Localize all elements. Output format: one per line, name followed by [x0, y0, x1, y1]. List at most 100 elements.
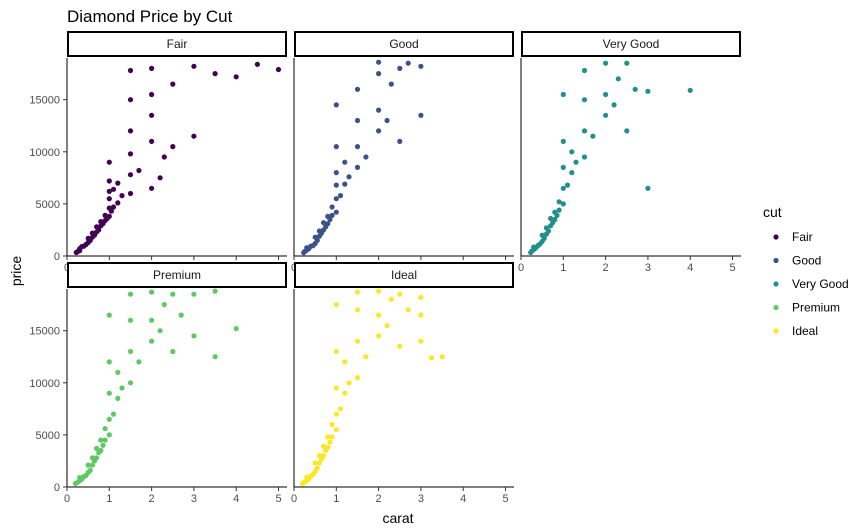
data-point [346, 174, 352, 180]
data-point [119, 193, 125, 199]
y-tick-label: 0 [54, 251, 60, 263]
data-point [106, 390, 112, 396]
data-point [115, 180, 121, 186]
data-point [397, 343, 403, 349]
data-point [161, 302, 167, 308]
data-point [560, 91, 566, 98]
x-tick-label: 5 [729, 262, 735, 274]
data-point [170, 348, 176, 355]
data-point [354, 144, 361, 150]
data-point [333, 196, 339, 202]
data-point [560, 138, 566, 144]
data-point [327, 216, 333, 223]
data-point [603, 60, 609, 66]
data-point [178, 312, 184, 318]
data-point [157, 175, 163, 181]
data-point [556, 207, 562, 213]
legend-key-good [773, 257, 779, 264]
y-tick-label: 10000 [29, 147, 60, 159]
data-point [376, 333, 382, 339]
data-point [687, 87, 693, 93]
data-point [581, 97, 588, 103]
points-ideal [299, 288, 445, 487]
strip-label-premium: Premium [153, 268, 201, 282]
data-point [157, 328, 163, 334]
data-point [329, 421, 335, 428]
data-point [354, 338, 361, 344]
data-point [418, 112, 424, 118]
data-point [333, 182, 339, 188]
legend-label-premium: Premium [792, 301, 840, 315]
data-point [329, 434, 335, 440]
data-point [254, 61, 260, 67]
legend-label-ideal: Ideal [792, 324, 818, 338]
data-point [333, 209, 339, 215]
points-fair [73, 61, 282, 256]
data-point [115, 200, 121, 206]
data-point [212, 288, 218, 294]
x-tick-label: 2 [376, 493, 382, 505]
data-point [376, 71, 382, 77]
data-point [115, 369, 121, 375]
data-point [342, 181, 348, 187]
data-point [354, 86, 361, 92]
data-point [333, 102, 339, 108]
data-point [560, 164, 566, 170]
panel-fair: Fair050001000015000012345 [29, 31, 287, 274]
x-axis-title: carat [382, 510, 413, 526]
data-point [376, 59, 382, 65]
data-point [100, 442, 106, 448]
x-tick-label: 3 [191, 493, 197, 505]
data-point [108, 208, 114, 214]
strip-very-good [521, 31, 741, 57]
data-point [624, 128, 630, 134]
data-point [645, 88, 651, 94]
legend-label-fair: Fair [792, 230, 813, 244]
data-point [428, 355, 435, 361]
data-point [354, 289, 361, 295]
panel-very-good: Very Good 0 1 2 3 4 5 [518, 31, 741, 274]
data-point [127, 348, 134, 355]
data-point [321, 220, 327, 226]
data-point [191, 63, 197, 69]
x-tick-label: 0 [64, 493, 70, 505]
panel-premium: Premium 0 5000 10000 15000 0 1 2 3 4 5 [29, 262, 287, 505]
data-point [645, 185, 651, 191]
data-point [327, 439, 333, 445]
data-point [376, 288, 382, 294]
data-point [127, 317, 134, 323]
data-point [170, 144, 176, 150]
x-tick-label: 5 [275, 493, 281, 505]
data-point [170, 81, 176, 87]
data-point [127, 128, 134, 134]
data-point [376, 312, 382, 318]
strip-fair [67, 31, 287, 57]
data-point [96, 227, 102, 233]
strip-label-good: Good [389, 37, 418, 51]
y-tick-label: 5000 [36, 199, 60, 211]
x-tick-label: 1 [333, 493, 339, 505]
data-point [106, 213, 112, 219]
data-point [325, 221, 331, 227]
strip-good [294, 31, 514, 57]
data-point [89, 462, 95, 468]
data-point [106, 432, 112, 438]
data-point [98, 447, 104, 454]
data-point [333, 411, 339, 417]
data-point [325, 434, 331, 440]
data-point [418, 63, 424, 69]
data-point [405, 307, 411, 313]
data-point [376, 128, 382, 134]
data-point [384, 322, 390, 329]
data-point [312, 460, 318, 466]
data-point [316, 460, 322, 466]
data-point [149, 91, 155, 98]
points-very-good [528, 60, 693, 256]
data-point [106, 416, 112, 422]
data-point [321, 453, 327, 459]
x-tick-label: 1 [106, 493, 112, 505]
data-point [346, 380, 352, 386]
x-tick-label: 0 [291, 493, 297, 505]
legend-key-ideal [773, 328, 779, 334]
data-point [127, 67, 134, 74]
